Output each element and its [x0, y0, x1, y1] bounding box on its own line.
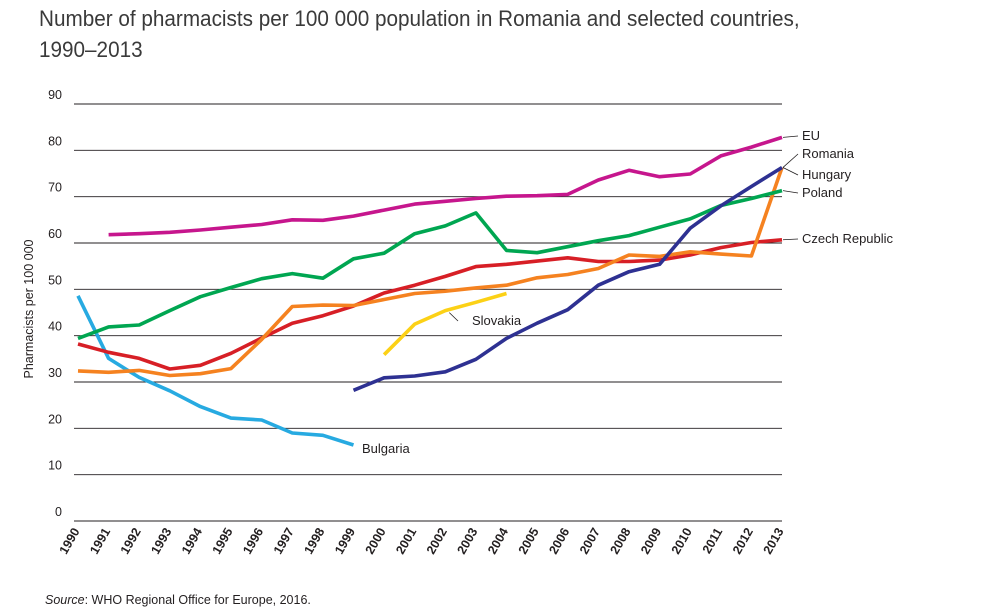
leader-line-romania: [782, 153, 799, 168]
chart-title-line2: 1990–2013: [39, 37, 143, 62]
source-text: : WHO Regional Office for Europe, 2016.: [84, 593, 311, 607]
x-tick-label: 1990: [57, 525, 83, 556]
series-label-slovakia: Slovakia: [472, 313, 522, 328]
series-label-bulgaria: Bulgaria: [362, 441, 410, 456]
series-label-eu: EU: [802, 128, 820, 143]
y-tick-label: 0: [55, 505, 62, 519]
series-line-hungary: [77, 166, 784, 378]
y-tick-label: 30: [48, 366, 62, 380]
x-tick-label: 1999: [332, 525, 358, 556]
x-tick-label: 1996: [240, 525, 266, 556]
x-tick-label: 2007: [577, 525, 603, 556]
x-tick-label: 1992: [118, 525, 144, 556]
x-tick-label: 1991: [87, 525, 113, 556]
leader-line-poland: [782, 190, 799, 194]
source-label: Source: [45, 593, 85, 607]
series-line-poland: [77, 188, 783, 341]
x-tick-label: 1993: [148, 525, 174, 556]
x-tick-label: 2002: [424, 525, 450, 556]
x-tick-label: 2008: [608, 525, 634, 556]
y-tick-label: 10: [48, 459, 62, 473]
x-tick-label: 2009: [638, 525, 664, 556]
y-tick-label: 40: [48, 320, 62, 334]
x-tick-label: 1998: [301, 525, 327, 556]
series-line-eu: [108, 135, 783, 237]
x-tick-label: 2000: [363, 525, 389, 556]
x-tick-label: 2011: [700, 525, 726, 556]
y-tick-label: 60: [48, 227, 62, 241]
y-tick-label: 90: [48, 88, 62, 102]
series-label-poland: Poland: [802, 185, 842, 200]
series-label-romania: Romania: [802, 146, 855, 161]
chart-title-line1: Number of pharmacists per 100 000 popula…: [39, 6, 800, 31]
y-axis-ticks: 0 10 20 30 40 50 60 70 80 90: [48, 88, 62, 519]
series-label-czech-republic: Czech Republic: [802, 231, 894, 246]
series-line-romania: [352, 165, 783, 392]
series-lines: [76, 135, 784, 447]
x-tick-label: 2013: [761, 525, 787, 556]
gridlines: [74, 103, 782, 522]
x-tick-label: 2004: [485, 525, 511, 556]
leader-line-eu: [782, 135, 799, 138]
x-tick-label: 1995: [210, 525, 236, 556]
x-tick-label: 1997: [271, 525, 297, 556]
series-line-bulgaria: [76, 295, 355, 447]
x-tick-label: 2006: [546, 525, 572, 556]
y-tick-label: 20: [48, 412, 62, 426]
series-label-hungary: Hungary: [802, 167, 852, 182]
leader-line-hungary: [782, 167, 799, 176]
y-axis-label: Pharmacists per 100 000: [22, 239, 36, 378]
y-tick-label: 50: [48, 273, 62, 287]
leader-line-czech-republic: [782, 238, 799, 241]
source-note: Source: WHO Regional Office for Europe, …: [45, 593, 311, 607]
series-labels: EU Romania Hungary Poland Czech Republic Slov…: [362, 128, 894, 456]
x-tick-label: 2001: [393, 525, 419, 556]
x-tick-label: 2003: [454, 525, 480, 556]
leader-line-slovakia: [449, 312, 459, 322]
x-tick-label: 2012: [730, 525, 756, 556]
chart-title: Number of pharmacists per 100 000 popula…: [39, 3, 867, 65]
x-axis-ticks: 1990 1991 1992 1993 1994 1995 1996 1997 1998 1999…: [57, 525, 787, 556]
series-line-slovakia: [382, 291, 507, 356]
x-tick-label: 1994: [179, 525, 205, 556]
x-tick-label: 2005: [516, 525, 542, 556]
y-tick-label: 70: [48, 181, 62, 195]
x-tick-label: 2010: [669, 525, 695, 556]
y-tick-label: 80: [48, 134, 62, 148]
